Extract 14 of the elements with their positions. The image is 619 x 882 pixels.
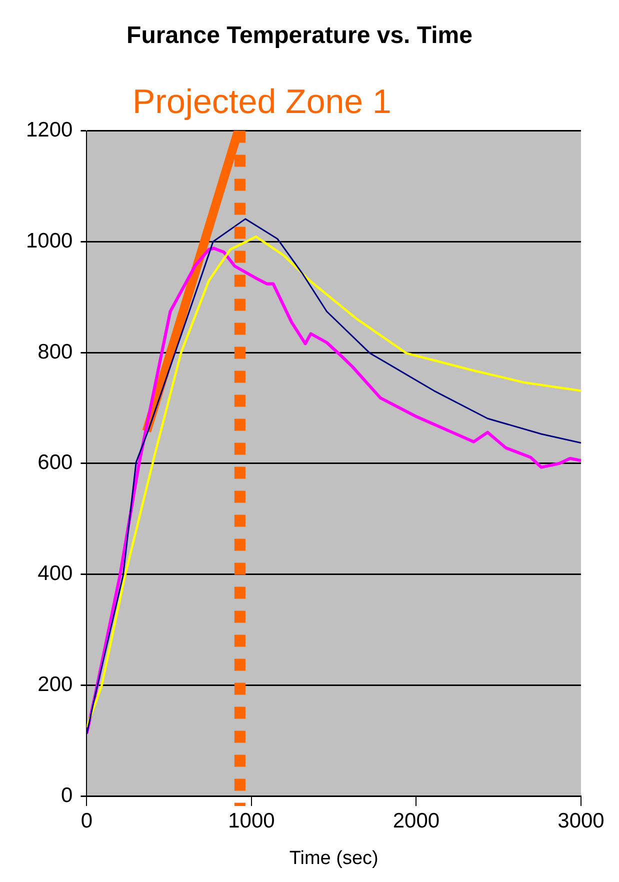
x-tick-label: 3000	[558, 809, 604, 832]
x-tick-label: 0	[80, 809, 93, 832]
y-tick-label: 800	[38, 340, 73, 364]
ref-line-label: Projected Zone 1	[132, 83, 392, 122]
y-tick-label: 600	[38, 451, 73, 474]
y-tick-label: 400	[38, 562, 73, 586]
y-tick-label: 1000	[26, 229, 73, 252]
x-tick-label: 1000	[228, 809, 275, 832]
x-axis-title: Time (sec)	[289, 848, 378, 869]
x-tick-label: 2000	[392, 809, 440, 832]
y-tick-label: 200	[38, 672, 73, 696]
y-tick-label: 1200	[26, 118, 73, 142]
y-tick-label: 0	[61, 784, 73, 807]
chart-title: Furance Temperature vs. Time	[126, 22, 472, 50]
